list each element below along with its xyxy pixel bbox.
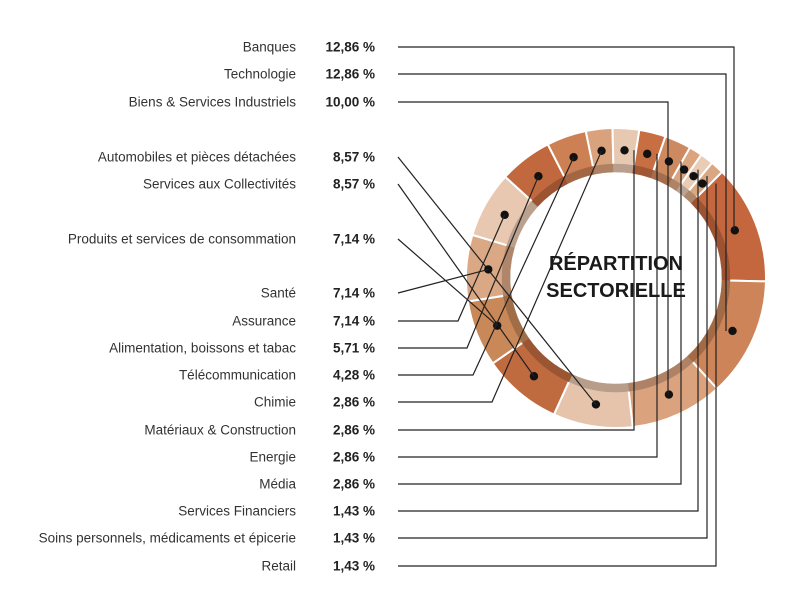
slice-anchor-dot: [664, 390, 674, 399]
slice-anchor-dot: [689, 171, 698, 181]
category-label: Chimie: [254, 395, 296, 410]
donut-hole: [521, 183, 711, 373]
leader-line: [398, 169, 699, 512]
leader-line: [398, 175, 539, 349]
leader-line: [397, 183, 535, 377]
leader-line: [398, 150, 603, 403]
value-label: 2,86 %: [333, 395, 375, 410]
leader-line: [398, 214, 506, 322]
value-label: 8,57 %: [333, 150, 375, 165]
value-label: 7,14 %: [333, 314, 375, 329]
chart-title-line-2: SECTORIELLE: [546, 280, 686, 302]
value-label: 4,28 %: [333, 368, 375, 383]
category-label: Alimentation, boissons et tabac: [109, 341, 296, 356]
leader-line: [398, 156, 575, 376]
value-label: 1,43 %: [333, 504, 375, 519]
category-label: Biens & Services Industriels: [129, 95, 297, 110]
slice-anchor-dot: [679, 165, 689, 174]
value-label: 7,14 %: [333, 232, 375, 247]
value-label: 2,86 %: [333, 477, 375, 492]
category-label: Energie: [249, 450, 296, 465]
leader-line: [398, 46, 735, 231]
leader-line: [398, 176, 708, 539]
leader-line: [398, 150, 635, 431]
value-label: 2,86 %: [333, 450, 375, 465]
category-label: Média: [259, 477, 296, 492]
category-label: Produits et services de consommation: [68, 232, 296, 247]
slice-anchor-dot: [728, 326, 737, 336]
leader-line: [397, 268, 489, 294]
slice-anchor-dot: [698, 179, 707, 188]
donut-slice-inner-band: [683, 190, 697, 204]
leader-line: [397, 156, 597, 405]
value-label: 2,86 %: [333, 423, 375, 438]
leader-line: [398, 73, 727, 331]
category-label: Banques: [243, 40, 297, 55]
value-label: 7,14 %: [333, 286, 375, 301]
value-label: 10,00 %: [325, 95, 375, 110]
category-label: Services aux Collectivités: [143, 177, 296, 192]
leader-lines: [397, 46, 740, 567]
chart-title-line-1: RÉPARTITION: [549, 252, 683, 275]
category-label: Télécommunication: [179, 368, 296, 383]
leader-line: [398, 101, 669, 395]
value-label: 12,86 %: [325, 40, 375, 55]
donut-slice-inner-band: [613, 163, 635, 174]
slice-anchor-dot: [643, 149, 652, 159]
leader-line: [398, 183, 717, 567]
leader-line: [398, 161, 682, 485]
category-labels: Banques Technologie Biens & Services Indus…: [39, 40, 297, 574]
value-label: 1,43 %: [333, 559, 375, 574]
leader-line: [398, 153, 658, 458]
category-label: Soins personnels, médicaments et épiceri…: [39, 531, 296, 546]
category-label: Assurance: [232, 314, 296, 329]
leader-line: [397, 238, 498, 327]
category-label: Matériaux & Construction: [144, 423, 296, 438]
value-labels: 12,86 % 12,86 % 10,00 % 8,57 % 8,57 % 7,14 % 7…: [325, 40, 375, 574]
slice-anchor-dot: [730, 226, 740, 235]
value-label: 1,43 %: [333, 531, 375, 546]
slice-anchor-dot: [620, 146, 629, 155]
value-label: 12,86 %: [325, 67, 375, 82]
value-label: 5,71 %: [333, 341, 375, 356]
category-label: Automobiles et pièces détachées: [98, 150, 296, 165]
category-label: Retail: [261, 559, 296, 574]
category-label: Santé: [261, 286, 296, 301]
slice-anchor-dot: [664, 157, 674, 166]
category-label: Services Financiers: [178, 504, 296, 519]
value-label: 8,57 %: [333, 177, 375, 192]
category-label: Technologie: [224, 67, 296, 82]
